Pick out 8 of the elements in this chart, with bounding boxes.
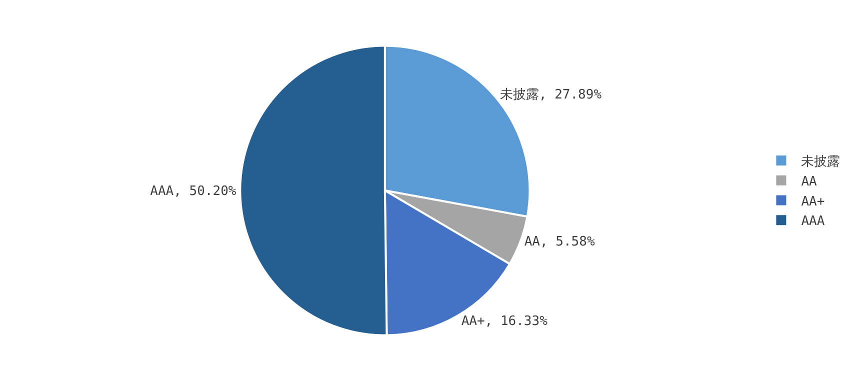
legend-label: AA [801,174,818,190]
data-label: AAA, 50.20% [150,184,236,199]
data-label: 未披露, 27.89% [500,87,602,102]
data-label: AA, 5.58% [524,234,595,250]
legend-label: AA+ [801,194,825,210]
legend-label: AAA [801,214,825,230]
legend-label: 未披露 [801,154,840,170]
data-label: AA+, 16.33% [461,314,548,329]
